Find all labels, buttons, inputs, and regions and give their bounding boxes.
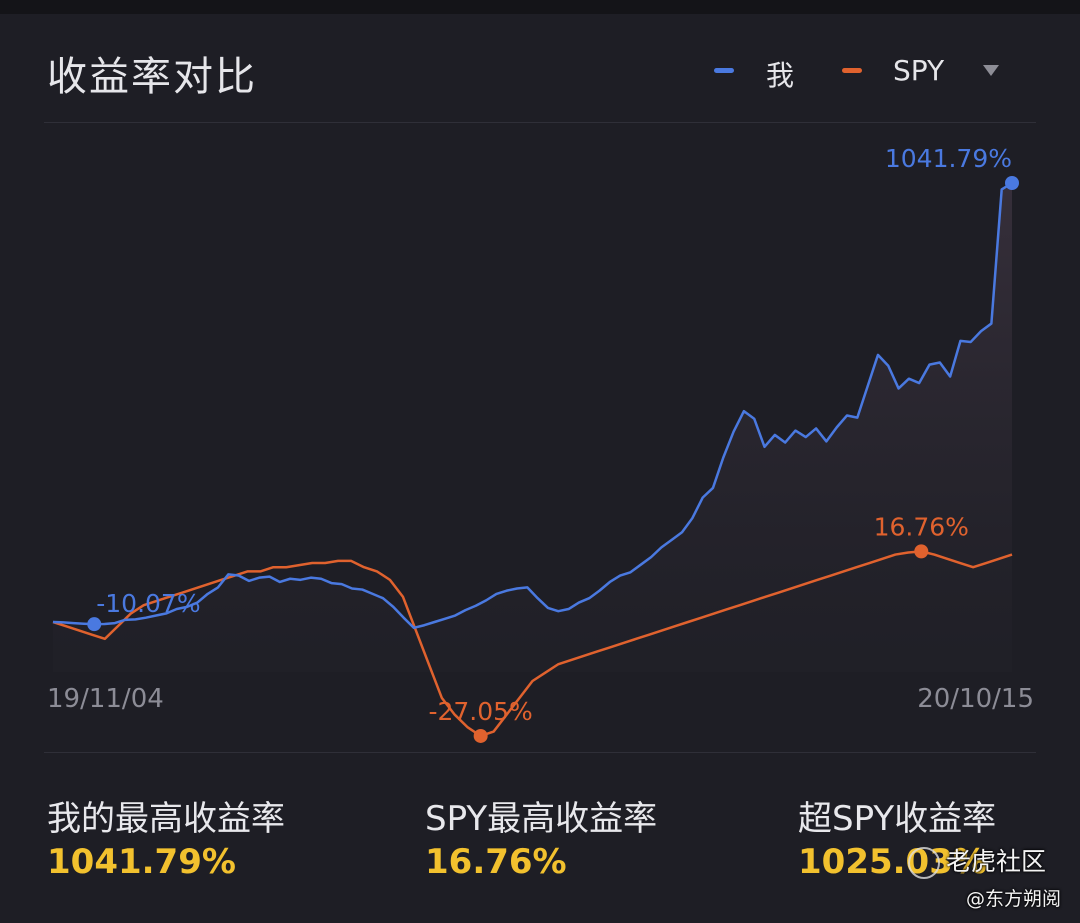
annotation-point [473,728,488,743]
annotation-point [87,617,102,632]
tiger-logo-icon [908,847,940,879]
stats-divider [44,752,1036,753]
triangle-down-icon[interactable] [983,65,999,76]
series-line-me [52,181,1013,630]
legend[interactable]: 我 SPY [0,54,1080,94]
stat-spy-label: SPY最高收益率 [425,799,658,839]
x-start-label: 19/11/04 [47,684,164,714]
legend-me-label: 我 [766,59,795,92]
stat-excess-value: 1025.03% [798,842,987,882]
author-watermark: @东方朔阅 [966,888,1062,910]
tiger-watermark-text: 老虎社区 [946,847,1047,876]
annotation-label: 16.76% [874,512,969,541]
legend-spy-label: SPY [893,54,945,87]
annotation-point [1005,176,1019,190]
tiger-community-watermark: 老虎社区 [908,842,1046,879]
header-divider [44,122,1036,123]
legend-spy-swatch [842,68,862,73]
stat-me-value: 1041.79% [47,842,236,882]
chart-title: 收益率对比 [47,54,257,100]
series-line-spy [52,550,1013,738]
annotation-label: 1041.79% [885,144,1012,173]
x-end-label: 20/10/15 [917,684,1034,714]
annotation-label: -27.05% [428,697,532,726]
me-area [53,183,1012,672]
annotation-label: -10.07% [96,589,200,618]
legend-me-swatch [714,68,734,73]
stat-excess-label: 超SPY收益率 [798,799,997,839]
annotation-point [914,544,929,559]
stat-me-label: 我的最高收益率 [47,799,285,839]
stat-spy-value: 16.76% [425,842,567,882]
